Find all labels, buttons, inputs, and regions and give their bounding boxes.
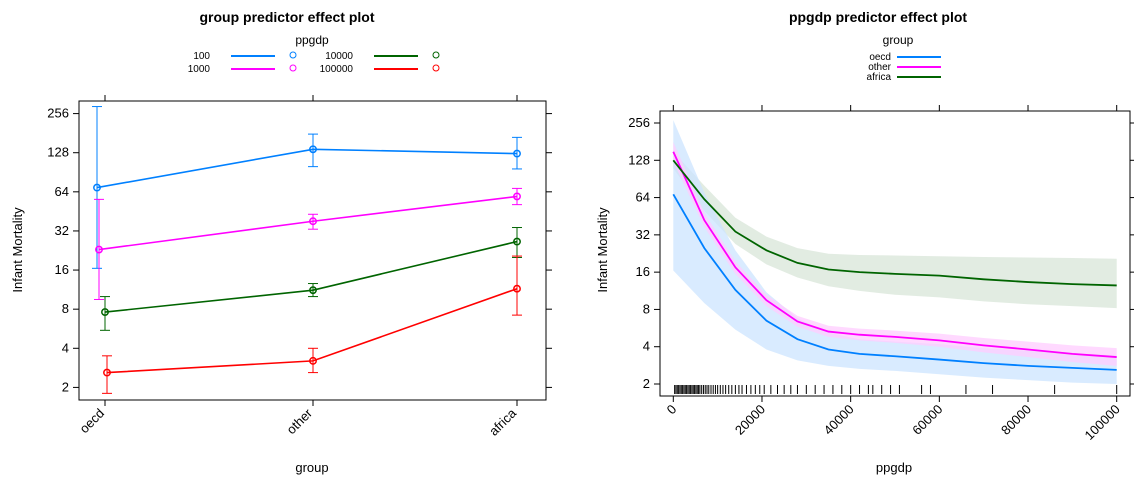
right-legend-label: oecd <box>869 52 891 63</box>
left-y-tick-label: 32 <box>55 223 69 238</box>
left-legend-title: ppgdp <box>295 33 329 47</box>
right-legend-label: other <box>868 62 891 73</box>
right-x-tick-label: 60000 <box>909 402 945 438</box>
left-point <box>309 286 317 295</box>
left-y-tick-label: 128 <box>47 145 69 160</box>
left-series-line-10000 <box>104 240 518 313</box>
right-legend-title: group <box>883 33 914 47</box>
left-legend-symbol <box>432 64 440 72</box>
right-confidence-band-africa <box>673 151 1117 309</box>
left-x-tick-label: oecd <box>77 406 108 437</box>
right-series-line-oecd <box>672 193 1117 371</box>
right-y-tick-label: 16 <box>636 264 650 279</box>
right-y-tick-label: 64 <box>636 190 650 205</box>
left-legend-label: 1000 <box>188 64 211 75</box>
right-x-tick-label: 20000 <box>732 402 768 438</box>
left-point <box>95 245 103 254</box>
right-confidence-band-oecd <box>673 120 1117 384</box>
left-y-tick-label: 16 <box>55 262 69 277</box>
left-legend-label: 100 <box>193 51 210 62</box>
left-y-axis-label: Infant Mortality <box>10 207 25 293</box>
right-confidence-band-other <box>673 141 1117 366</box>
left-point <box>309 145 317 154</box>
right-x-axis-label: ppgdp <box>876 460 912 475</box>
left-series-line-100000 <box>106 287 518 374</box>
right-x-tick-label: 100000 <box>1082 402 1123 443</box>
right-y-axis-label: Infant Mortality <box>595 207 610 293</box>
left-legend-label: 10000 <box>325 51 353 62</box>
right-plot-frame <box>659 110 1131 397</box>
right-series-line-africa <box>672 159 1117 287</box>
left-x-tick-label: other <box>284 405 316 437</box>
right-x-tick-label: 80000 <box>998 402 1034 438</box>
right-y-tick-label: 4 <box>643 339 650 354</box>
left-y-tick-label: 64 <box>55 184 69 199</box>
left-legend-label: 100000 <box>320 64 354 75</box>
left-point <box>513 284 521 293</box>
left-x-axis-label: group <box>295 460 328 475</box>
right-panel: ppgdp predictor effect plot group oecdot… <box>595 9 1134 475</box>
left-x-tick-label: africa <box>486 405 520 439</box>
left-series-line-1000 <box>98 195 518 251</box>
left-legend: ppgdp 100 1000 10000 100000 <box>188 33 440 75</box>
left-y-tick-label: 4 <box>62 340 69 355</box>
right-legend-label: africa <box>867 72 892 83</box>
left-y-tick-label: 2 <box>62 379 69 394</box>
right-y-tick-label: 256 <box>628 115 650 130</box>
right-y-tick-label: 128 <box>628 152 650 167</box>
right-series-line-other <box>672 151 1117 358</box>
left-point <box>309 217 317 226</box>
right-plot-area: 2 4 8 16 32 64 128 256 0 20000 40000 60000 80000 1000… <box>628 105 1134 443</box>
right-x-tick-label: 40000 <box>821 402 857 438</box>
left-panel: group predictor effect plot ppgdp 100 100… <box>10 9 552 475</box>
right-y-tick-label: 2 <box>643 376 650 391</box>
left-point <box>101 308 109 317</box>
left-point <box>309 356 317 365</box>
right-y-tick-label: 32 <box>636 227 650 242</box>
left-point <box>513 192 521 201</box>
left-legend-symbol <box>432 51 440 59</box>
left-y-tick-label: 256 <box>47 106 69 121</box>
right-y-tick-label: 8 <box>643 301 650 316</box>
left-series-line-100 <box>96 148 518 189</box>
left-point <box>93 183 101 192</box>
left-legend-symbol <box>289 51 297 59</box>
left-y-tick-label: 8 <box>62 301 69 316</box>
left-point <box>513 237 521 246</box>
left-chart-title: group predictor effect plot <box>200 9 375 25</box>
left-point <box>513 149 521 158</box>
left-point <box>103 368 111 377</box>
left-legend-symbol <box>289 64 297 72</box>
left-plot-area: 2 4 8 16 32 64 128 256 oecd other africa <box>47 95 552 439</box>
right-x-tick-label: 0 <box>664 402 680 418</box>
right-chart-title: ppgdp predictor effect plot <box>789 9 967 25</box>
